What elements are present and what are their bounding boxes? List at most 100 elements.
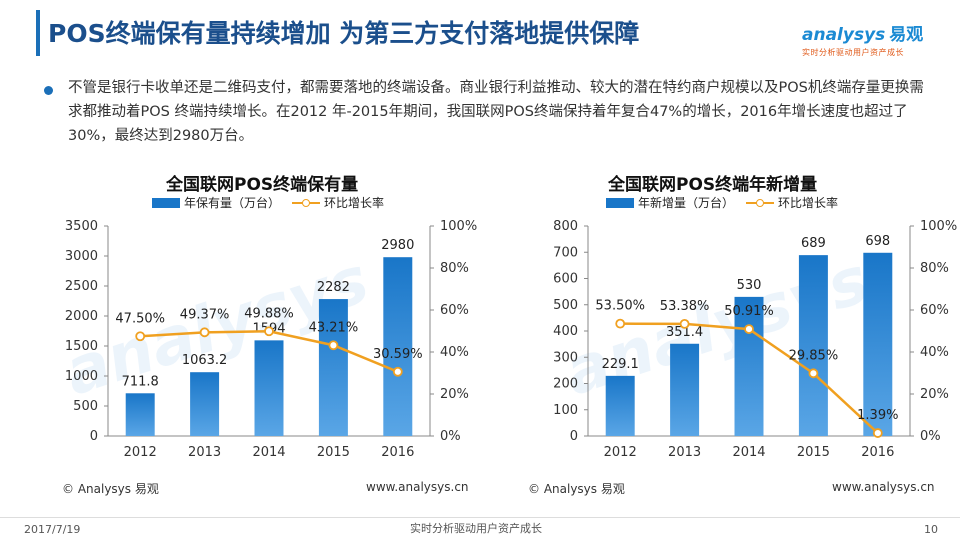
chart2-legend-line-label: 环比增长率 bbox=[778, 196, 839, 210]
y-right-tick-label: 60% bbox=[440, 303, 469, 318]
chart1-x-tick-label: 2016 bbox=[381, 445, 414, 460]
bullet-dot-icon bbox=[44, 86, 53, 95]
chart1-bar-value-label: 2980 bbox=[381, 238, 414, 253]
y-left-tick-label: 3000 bbox=[65, 249, 98, 264]
chart1-legend-bar-label: 年保有量（万台） bbox=[184, 196, 281, 210]
bullet-paragraph: 不管是银行卡收单还是二维码支付，都需要落地的终端设备。商业银行利益推动、较大的潜… bbox=[68, 80, 924, 144]
chart2-growth-point bbox=[808, 368, 819, 379]
chart2-legend: 年新增量（万台） 环比增长率 bbox=[606, 194, 838, 211]
chart2-title: 全国联网POS终端年新增量 bbox=[608, 175, 818, 195]
chart2-growth-label: 1.39% bbox=[857, 408, 898, 423]
legend-line-swatch bbox=[292, 198, 321, 208]
chart1-bar-2016 bbox=[383, 257, 413, 436]
chart1-growth-label: 47.50% bbox=[115, 311, 165, 326]
y-right-tick-label: 0% bbox=[920, 429, 941, 444]
y-right-tick-label: 20% bbox=[920, 387, 949, 402]
chart1-x-tick-label: 2014 bbox=[252, 445, 285, 460]
title-accent-bar bbox=[36, 10, 40, 56]
chart2-growth-point bbox=[744, 324, 754, 334]
chart2-bar-2016 bbox=[863, 252, 893, 436]
footer-divider bbox=[0, 517, 960, 518]
chart1-x-tick-label: 2012 bbox=[124, 445, 157, 460]
y-left-tick-label: 0 bbox=[90, 429, 98, 444]
legend-bar-swatch bbox=[152, 197, 180, 208]
y-left-tick-label: 1500 bbox=[65, 339, 98, 354]
chart1-bar-value-label: 711.8 bbox=[122, 374, 159, 389]
chart2-bar-value-label: 229.1 bbox=[602, 357, 639, 372]
chart1-bar-2015 bbox=[318, 299, 348, 436]
y-left-tick-label: 0 bbox=[570, 429, 578, 444]
chart2-bar-value-label: 689 bbox=[801, 236, 826, 251]
footer-tagline: 实时分析驱动用户资产成长 bbox=[410, 522, 542, 535]
y-left-tick-label: 100 bbox=[553, 403, 578, 418]
chart2-legend-bar-label: 年新增量（万台） bbox=[638, 196, 735, 210]
chart1-x-tick-label: 2015 bbox=[317, 445, 350, 460]
chart2-plot: 0 100 200 300 400 500 600 700 800 0% 20% 40% 60% 80% 1… bbox=[553, 219, 957, 460]
chart2-bar-2015 bbox=[798, 255, 828, 436]
chart1-legend-line-label: 环比增长率 bbox=[324, 196, 385, 210]
y-left-tick-label: 400 bbox=[553, 324, 578, 339]
y-left-tick-label: 600 bbox=[553, 272, 578, 287]
legend-bar-swatch bbox=[606, 197, 634, 208]
y-left-tick-label: 500 bbox=[553, 298, 578, 313]
y-right-tick-label: 80% bbox=[440, 261, 469, 276]
chart1-growth-label: 49.88% bbox=[244, 306, 294, 321]
chart2-growth-label: 29.85% bbox=[789, 348, 839, 363]
chart1-copyright: © Analysys 易观 bbox=[62, 482, 159, 496]
y-right-tick-label: 100% bbox=[440, 219, 477, 234]
chart2-bar-2012 bbox=[605, 375, 635, 436]
y-left-tick-label: 3500 bbox=[65, 219, 98, 234]
chart2-bar-value-label: 351.4 bbox=[666, 325, 703, 340]
y-left-tick-label: 500 bbox=[73, 399, 98, 414]
chart2-x-tick-label: 2016 bbox=[861, 445, 894, 460]
chart2-growth-label: 53.38% bbox=[660, 299, 710, 314]
y-left-tick-label: 200 bbox=[553, 377, 578, 392]
chart1-website: www.analysys.cn bbox=[366, 480, 469, 494]
logo-cn: 易观 bbox=[889, 25, 924, 45]
y-right-tick-label: 100% bbox=[920, 219, 957, 234]
chart1-growth-point bbox=[264, 326, 274, 337]
chart2-x-tick-label: 2015 bbox=[797, 445, 830, 460]
chart2-website: www.analysys.cn bbox=[832, 480, 935, 494]
chart1-growth-point bbox=[135, 331, 146, 342]
chart2-growth-label: 53.50% bbox=[595, 299, 645, 314]
chart1-growth-label: 49.37% bbox=[180, 307, 230, 322]
chart1-title: 全国联网POS终端保有量 bbox=[166, 175, 359, 195]
analysys-logo: analysys 易观 实时分析驱动用户资产成长 bbox=[802, 20, 930, 60]
chart2-bar-value-label: 698 bbox=[865, 234, 890, 249]
chart1-plot: 0 500 1000 1500 2000 2500 3000 3500 0% 20% 40% 60% 8… bbox=[65, 219, 477, 460]
chart1-x-tick-label: 2013 bbox=[188, 445, 221, 460]
y-left-tick-label: 2000 bbox=[65, 309, 98, 324]
chart1-bar-2012 bbox=[125, 393, 155, 436]
chart2-x-tick-label: 2014 bbox=[732, 445, 765, 460]
chart2-growth-point bbox=[679, 319, 690, 329]
chart2-copyright: © Analysys 易观 bbox=[528, 482, 625, 496]
chart1-legend: 年保有量（万台） 环比增长率 bbox=[152, 194, 384, 211]
chart2-bar-value-label: 530 bbox=[737, 278, 762, 293]
y-right-tick-label: 80% bbox=[920, 261, 949, 276]
chart2-bar-2014 bbox=[734, 296, 764, 436]
page-title: POS终端保有量持续增加 为第三方支付落地提供保障 bbox=[48, 19, 640, 48]
chart2-bar-2013 bbox=[670, 343, 700, 436]
y-left-tick-label: 700 bbox=[553, 245, 578, 260]
chart1-growth-label: 43.21% bbox=[309, 320, 359, 335]
chart2-growth-label: 50.91% bbox=[724, 304, 774, 319]
chart2-x-tick-label: 2012 bbox=[604, 445, 637, 460]
chart1-growth-point bbox=[328, 340, 339, 351]
y-right-tick-label: 60% bbox=[920, 303, 949, 318]
chart1-bar-2013 bbox=[190, 372, 220, 436]
legend-line-swatch bbox=[746, 198, 775, 208]
logo-wordmark: analysys bbox=[802, 25, 886, 45]
y-left-tick-label: 1000 bbox=[65, 369, 98, 384]
y-right-tick-label: 0% bbox=[440, 429, 461, 444]
y-left-tick-label: 800 bbox=[553, 219, 578, 234]
chart1-bar-2014 bbox=[254, 340, 284, 436]
chart2-growth-point bbox=[615, 318, 626, 329]
footer-page-number: 10 bbox=[924, 523, 938, 536]
y-right-tick-label: 40% bbox=[440, 345, 469, 360]
footer-date: 2017/7/19 bbox=[24, 523, 81, 536]
chart1-bar-value-label: 2282 bbox=[317, 280, 350, 295]
chart1-growth-label: 30.59% bbox=[373, 347, 423, 362]
y-left-tick-label: 300 bbox=[553, 350, 578, 365]
chart1-bar-value-label: 1063.2 bbox=[182, 353, 228, 368]
